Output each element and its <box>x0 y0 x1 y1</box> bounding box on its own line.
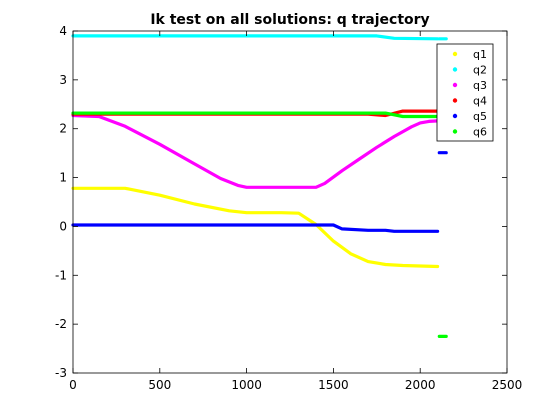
x-tick-label: 2500 <box>492 378 523 392</box>
y-tick-label: -1 <box>55 268 67 282</box>
series-layer <box>71 34 448 338</box>
series-q1-segment-0 <box>71 186 440 269</box>
x-tick-label: 1000 <box>231 378 262 392</box>
x-tick-label: 1500 <box>318 378 349 392</box>
legend-marker-q2 <box>452 67 458 72</box>
y-tick-label: 0 <box>59 219 67 233</box>
series-q5-segment-0 <box>71 223 440 233</box>
y-tick-label: 2 <box>59 122 67 136</box>
series-q6 <box>71 111 448 338</box>
legend: q1 q2 q3 q4 q5 q6 <box>436 43 494 142</box>
y-tick-label: 3 <box>59 73 67 87</box>
legend-label-q4: q4 <box>473 95 487 108</box>
chart-title: Ik test on all solutions: q trajectory <box>150 12 429 28</box>
legend-label-q5: q5 <box>473 110 487 123</box>
y-tick-label: 4 <box>59 24 67 38</box>
legend-marker-q4 <box>452 98 458 103</box>
legend-marker-q3 <box>452 82 458 88</box>
legend-marker-q1 <box>452 51 458 57</box>
legend-marker-q5 <box>452 113 458 119</box>
series-q2-segment-0 <box>71 34 440 41</box>
series-q6-segment-0 <box>71 111 440 119</box>
legend-label-q3: q3 <box>473 79 487 92</box>
axes-layer: 0 500 1000 1500 2000 2500 -3 -2 -1 0 1 2 3 4 <box>55 24 522 392</box>
plot-frame <box>72 30 508 374</box>
series-q1 <box>71 186 440 269</box>
series-q3-segment-0 <box>71 113 440 189</box>
x-tick-label: 500 <box>148 378 171 392</box>
legend-box <box>436 43 494 142</box>
legend-label-q2: q2 <box>473 64 487 77</box>
legend-label-q1: q1 <box>473 48 487 61</box>
series-q5 <box>71 151 448 233</box>
series-q2 <box>71 34 448 41</box>
y-tick-label: -3 <box>55 366 67 380</box>
y-tick-label: -2 <box>55 317 67 331</box>
x-tick-label: 2000 <box>405 378 436 392</box>
series-q3 <box>71 113 440 189</box>
y-tick-label: 1 <box>59 171 67 185</box>
x-tick-label: 0 <box>69 378 77 392</box>
legend-marker-q6 <box>452 129 458 134</box>
legend-label-q6: q6 <box>473 126 487 139</box>
